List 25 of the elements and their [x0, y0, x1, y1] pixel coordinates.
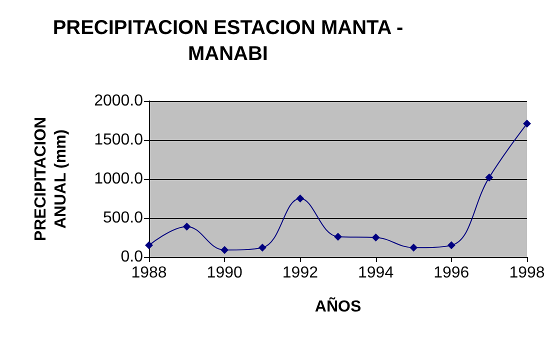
x-tick-label: 1988 — [131, 264, 167, 282]
y-axis-title: PRECIPITACION ANUAL (mm) — [32, 116, 70, 242]
x-tick-label: 1992 — [282, 264, 318, 282]
chart-title: PRECIPITACION ESTACION MANTA - MANABI — [52, 17, 404, 65]
point — [410, 244, 418, 252]
x-tick-label: 1998 — [509, 264, 545, 282]
x-axis-title: AÑOS — [314, 296, 362, 316]
x-tick-label: 1990 — [206, 264, 242, 282]
point — [220, 246, 229, 254]
x-tick-label: 1994 — [358, 264, 394, 282]
point — [258, 244, 266, 252]
y-tick-label: 1500.0 — [94, 132, 144, 148]
point — [296, 194, 304, 202]
point — [182, 222, 191, 231]
point — [447, 241, 456, 250]
y-tick-label: 1000.0 — [94, 170, 144, 188]
point — [372, 234, 380, 242]
point — [334, 232, 342, 241]
y-tick-label: 0.0 — [120, 248, 144, 266]
point — [485, 173, 494, 182]
point — [523, 120, 531, 128]
y-tick-label: 2000.0 — [94, 92, 144, 110]
x-tick-label: 1996 — [434, 264, 470, 282]
point — [145, 241, 153, 250]
y-tick-label: 500.0 — [102, 210, 144, 226]
